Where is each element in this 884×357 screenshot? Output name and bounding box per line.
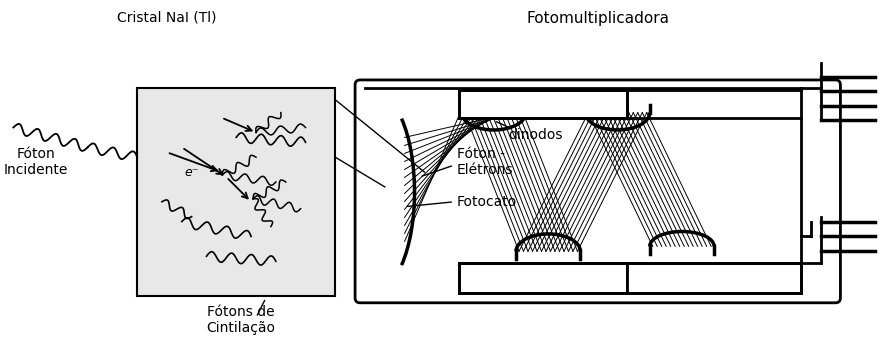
Bar — [137, 88, 335, 296]
Bar — [628, 263, 801, 293]
Text: Fótons de
Cintilação: Fótons de Cintilação — [207, 305, 276, 336]
Text: Fotocato: Fotocato — [457, 195, 517, 209]
Text: dinodos: dinodos — [508, 129, 563, 142]
Text: Fotomultiplicadora: Fotomultiplicadora — [526, 11, 669, 26]
Text: Cristal NaI (Tl): Cristal NaI (Tl) — [118, 11, 217, 25]
Text: e⁻: e⁻ — [185, 166, 199, 178]
FancyBboxPatch shape — [355, 80, 841, 303]
Bar — [459, 90, 628, 117]
Bar — [459, 263, 628, 293]
Text: Fóton -
Elétrons: Fóton - Elétrons — [457, 147, 514, 177]
Text: Fóton
Incidente: Fóton Incidente — [4, 147, 68, 177]
